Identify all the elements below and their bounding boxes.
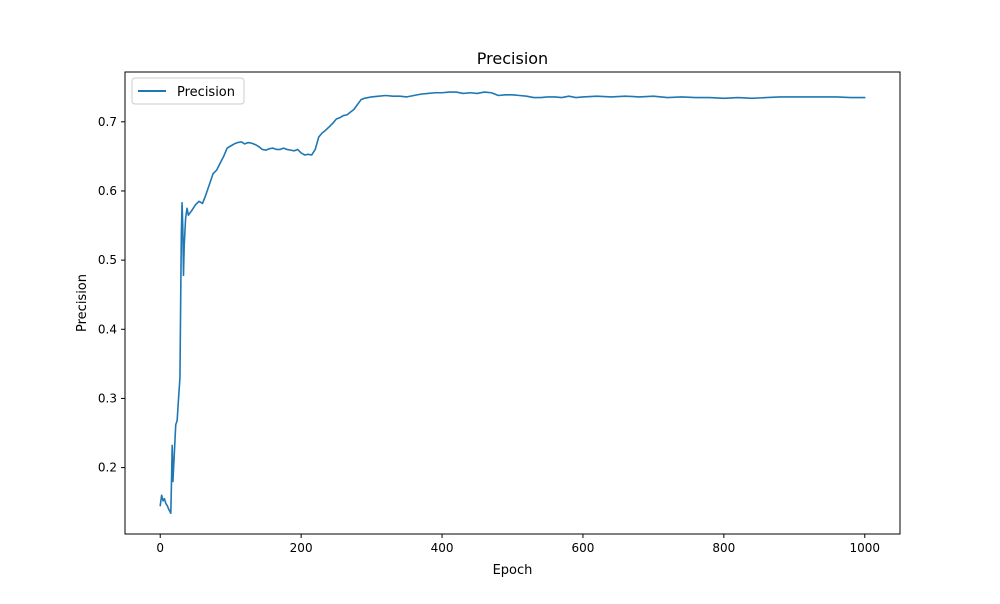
x-tick-label: 0: [156, 541, 164, 555]
x-tick-label: 400: [431, 541, 454, 555]
y-tick-label: 0.3: [98, 391, 117, 405]
chart-title: Precision: [477, 49, 548, 68]
x-tick-label: 600: [572, 541, 595, 555]
x-tick-label: 800: [712, 541, 735, 555]
x-tick-label: 1000: [849, 541, 880, 555]
legend: Precision: [131, 77, 245, 105]
ticks-layer: 0 200 400 600 800 1000 0.2 0.3 0.4 0.5 0.6 0.7: [98, 115, 880, 555]
y-tick-label: 0.2: [98, 461, 117, 475]
legend-box: [131, 77, 245, 105]
plot-frame: [124, 71, 901, 535]
y-axis-label: Precision: [75, 274, 90, 332]
series-layer: [159, 91, 866, 515]
y-tick-label: 0.4: [98, 322, 117, 336]
y-tick-label: 0.7: [98, 115, 117, 129]
x-tick-label: 200: [290, 541, 313, 555]
y-tick-label: 0.6: [98, 184, 117, 198]
legend-label: Precision: [177, 85, 235, 100]
y-tick-label: 0.5: [98, 253, 117, 267]
x-axis-label: Epoch: [493, 563, 533, 578]
series-line-precision: [159, 91, 866, 515]
